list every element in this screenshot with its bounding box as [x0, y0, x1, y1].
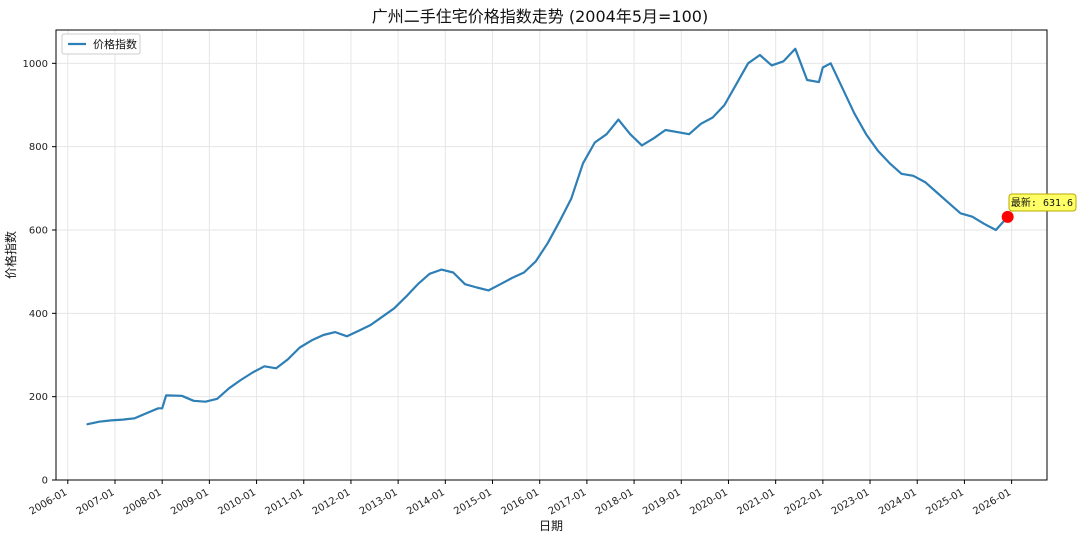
x-tick-label: 2011-01 [264, 487, 306, 517]
x-tick-label: 2009-01 [169, 487, 211, 517]
y-tick-label: 0 [42, 476, 48, 487]
x-tick-label: 2021-01 [735, 487, 777, 517]
series-line-0 [86, 47, 1009, 426]
x-tick-label: 2019-01 [641, 487, 683, 517]
chart-title: 广州二手住宅价格指数走势 (2004年5月=100) [372, 7, 708, 26]
y-tick-label: 1000 [23, 59, 48, 70]
y-tick-label: 600 [29, 226, 48, 237]
x-tick-label: 2013-01 [358, 487, 400, 517]
legend: 价格指数 [61, 33, 141, 55]
x-axis-ticks: 2006-01 2007-01 2008-01 2009-01 2010-01 2011-… [28, 480, 1013, 517]
legend-label: 价格指数 [93, 37, 137, 51]
x-tick-label: 2010-01 [216, 487, 258, 517]
legend-box [61, 33, 141, 55]
y-axis-label: 价格指数 [3, 231, 18, 279]
x-tick-label: 2018-01 [594, 487, 636, 517]
y-tick-label: 800 [29, 142, 48, 153]
x-axis-label: 日期 [539, 519, 563, 533]
x-tick-label: 2020-01 [688, 487, 730, 517]
plot-frame [55, 29, 1048, 481]
x-tick-label: 2015-01 [452, 487, 494, 517]
x-tick-label: 2012-01 [311, 487, 353, 517]
x-tick-label: 2014-01 [405, 487, 447, 517]
x-tick-label: 2008-01 [122, 487, 164, 517]
x-tick-label: 2007-01 [75, 487, 117, 517]
latest-point-marker [1001, 210, 1014, 223]
x-tick-label: 2016-01 [500, 487, 542, 517]
x-tick-label: 2024-01 [877, 487, 919, 517]
annotation-label: 最新: 631.6 [1011, 196, 1073, 209]
x-tick-label: 2026-01 [971, 487, 1013, 517]
x-tick-label: 2006-01 [28, 487, 70, 517]
annotation-box [1008, 193, 1077, 212]
x-tick-label: 2022-01 [783, 487, 825, 517]
x-tick-label: 2023-01 [830, 487, 872, 517]
grid [56, 30, 1047, 481]
series-layer [86, 47, 1014, 426]
y-tick-label: 200 [29, 392, 48, 403]
annotation: 最新: 631.6 [1008, 193, 1077, 212]
y-tick-label: 400 [29, 309, 48, 320]
x-tick-label: 2017-01 [547, 487, 589, 517]
x-tick-label: 2025-01 [924, 487, 966, 517]
y-axis-ticks: 0 200 400 600 800 1000 [23, 59, 56, 487]
